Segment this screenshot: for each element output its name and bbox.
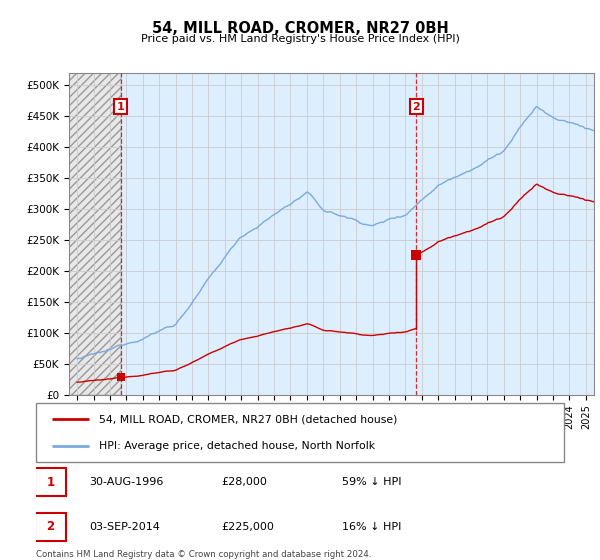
Text: £225,000: £225,000 — [221, 522, 274, 532]
Text: 54, MILL ROAD, CROMER, NR27 0BH: 54, MILL ROAD, CROMER, NR27 0BH — [152, 21, 448, 36]
Text: 1: 1 — [117, 101, 125, 111]
Text: Contains HM Land Registry data © Crown copyright and database right 2024.
This d: Contains HM Land Registry data © Crown c… — [36, 550, 371, 560]
Text: Price paid vs. HM Land Registry's House Price Index (HPI): Price paid vs. HM Land Registry's House … — [140, 34, 460, 44]
Bar — [69, 73, 121, 395]
Text: 16% ↓ HPI: 16% ↓ HPI — [342, 522, 401, 532]
Text: 54, MILL ROAD, CROMER, NR27 0BH (detached house): 54, MILL ROAD, CROMER, NR27 0BH (detache… — [100, 414, 398, 424]
FancyBboxPatch shape — [36, 403, 564, 462]
Text: 59% ↓ HPI: 59% ↓ HPI — [342, 477, 402, 487]
FancyBboxPatch shape — [35, 513, 66, 541]
Text: 03-SEP-2014: 03-SEP-2014 — [89, 522, 160, 532]
Text: HPI: Average price, detached house, North Norfolk: HPI: Average price, detached house, Nort… — [100, 441, 376, 451]
Text: 30-AUG-1996: 30-AUG-1996 — [89, 477, 163, 487]
Text: 1: 1 — [46, 475, 55, 489]
Text: £28,000: £28,000 — [221, 477, 266, 487]
Text: 2: 2 — [412, 101, 420, 111]
FancyBboxPatch shape — [35, 468, 66, 496]
Text: 2: 2 — [46, 520, 55, 534]
